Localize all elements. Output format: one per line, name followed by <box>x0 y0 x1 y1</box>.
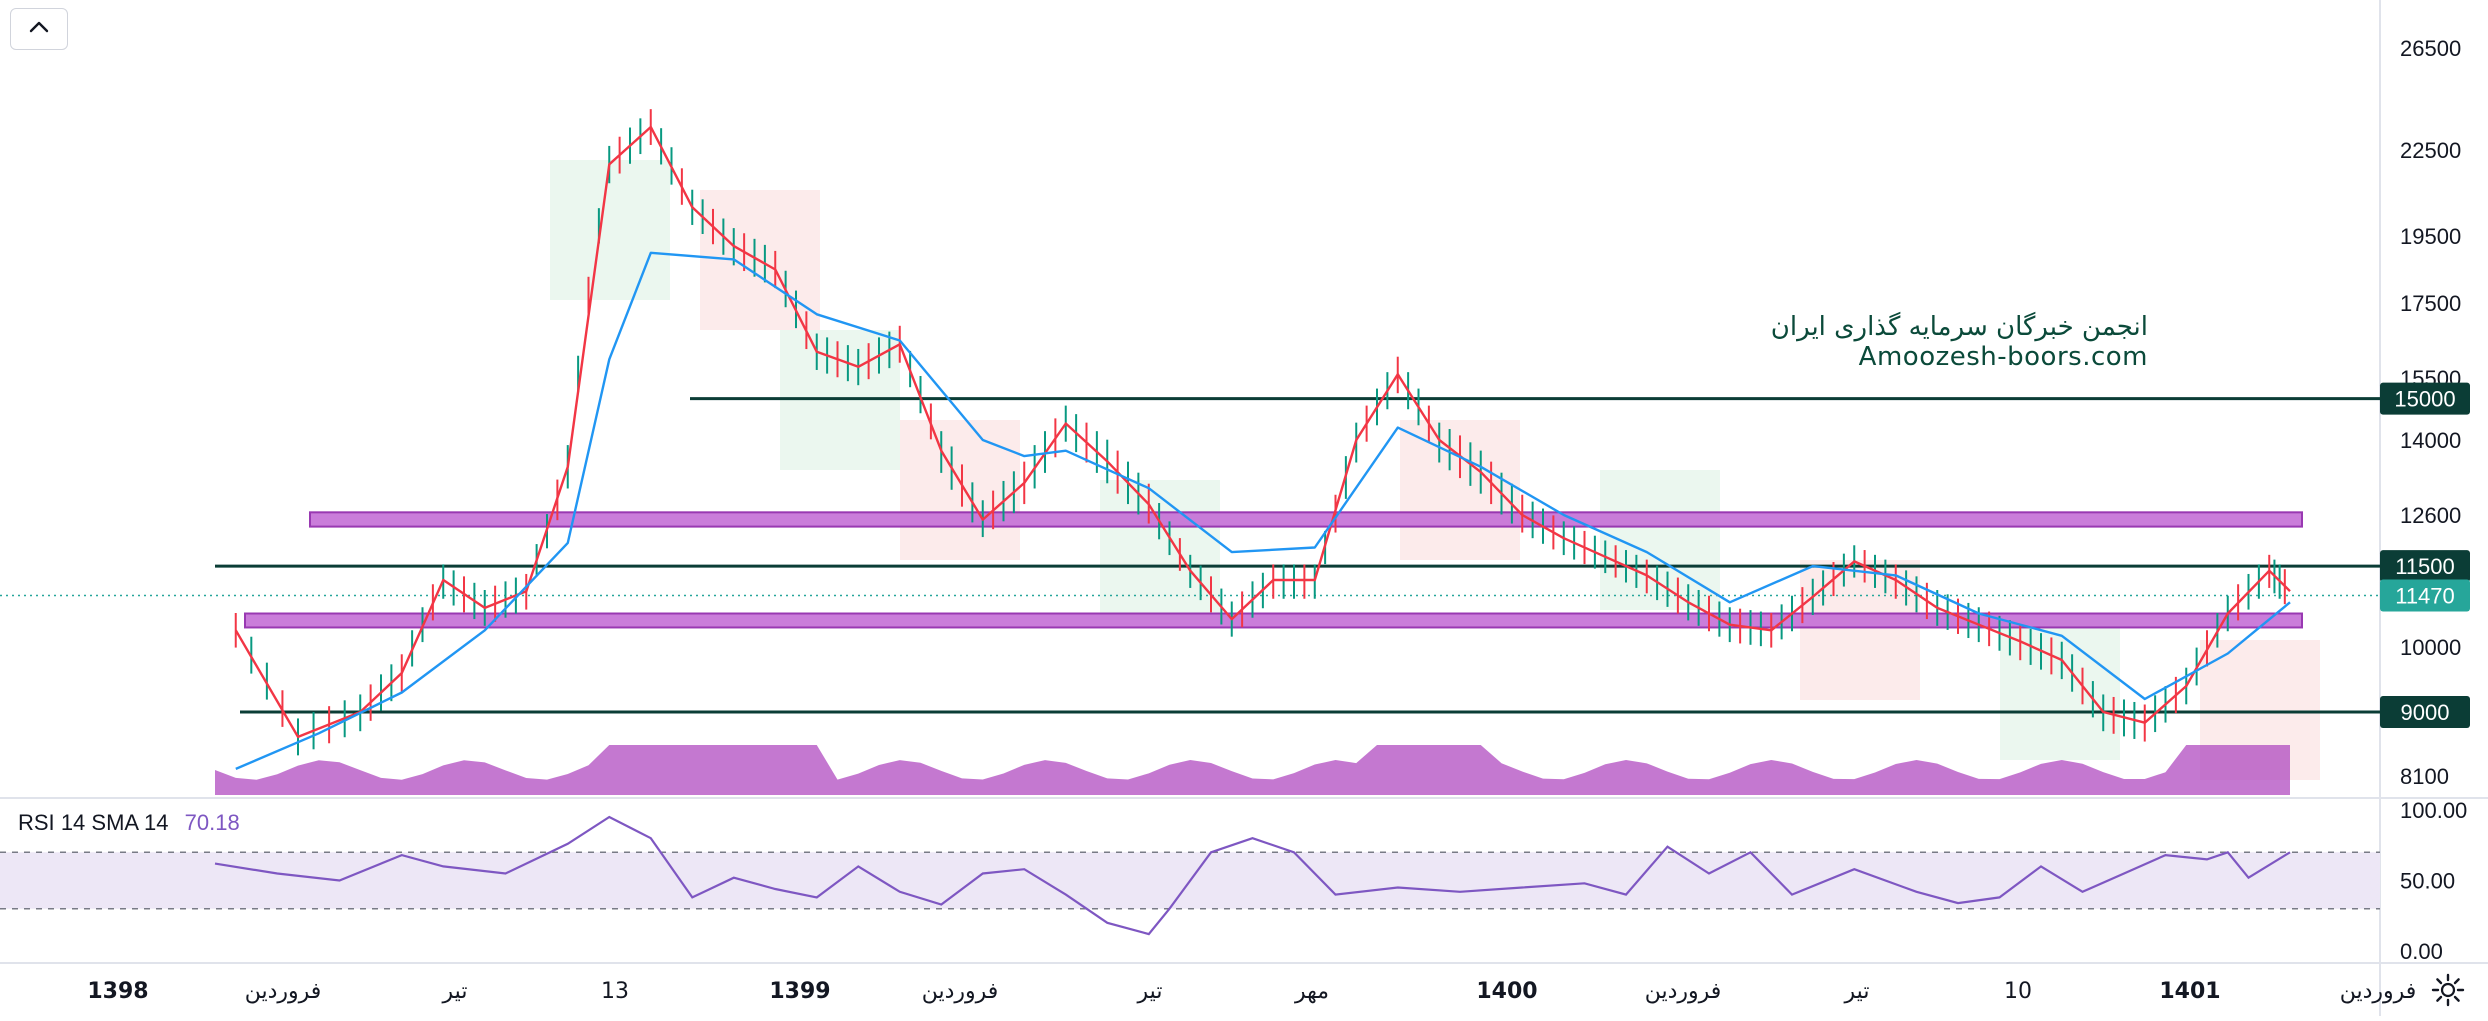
level-label: 11500 <box>2395 554 2455 579</box>
cloud-shading <box>1800 560 1920 700</box>
price-tick-label: 8100 <box>2400 764 2449 789</box>
level-label: 9000 <box>2401 700 2450 725</box>
time-tick-label: 1399 <box>769 979 830 1004</box>
zone-rectangle <box>309 511 2303 528</box>
time-tick-label: تیر <box>1844 979 1870 1004</box>
time-tick-label: 1401 <box>2159 979 2220 1004</box>
time-tick-label: تیر <box>1137 979 1163 1004</box>
current-price-label: 11470 <box>2395 583 2455 608</box>
rsi-tick-label: 0.00 <box>2400 939 2443 964</box>
price-tick-label: 17500 <box>2400 291 2461 316</box>
cloud-shading <box>550 160 670 300</box>
watermark-website: Amoozesh-boors.com <box>1858 342 2148 372</box>
gear-icon <box>2430 973 2466 1012</box>
level-label-box <box>2380 382 2470 415</box>
time-tick-label: 1400 <box>1476 979 1537 1004</box>
rsi-value: 70.18 <box>184 810 240 835</box>
time-tick-label: فروردین <box>2340 979 2417 1004</box>
price-tick-label: 14000 <box>2400 428 2461 453</box>
rsi-tick-label: 50.00 <box>2400 869 2455 894</box>
time-tick-label: 13 <box>601 979 629 1004</box>
level-label-box <box>2380 550 2470 583</box>
time-tick-label: مهر <box>1294 979 1329 1004</box>
time-tick-label: تیر <box>442 979 468 1004</box>
time-tick-label: فروردین <box>1645 979 1722 1004</box>
price-tick-label: 19500 <box>2400 224 2461 249</box>
rsi-legend[interactable]: RSI 14 SMA 14 70.18 <box>18 810 240 836</box>
price-tick-label: 22500 <box>2400 138 2461 163</box>
time-tick-label: فروردین <box>922 979 999 1004</box>
current-price-box <box>2380 579 2470 612</box>
price-line <box>234 125 2291 739</box>
time-tick-label: 1398 <box>87 979 148 1004</box>
settings-button[interactable] <box>2430 972 2466 1008</box>
cloud-shading <box>900 420 1020 560</box>
rsi-tick-label: 100.00 <box>2400 798 2467 823</box>
watermark-title: انجمن خبرگان سرمایه گذاری ایران <box>1770 312 2148 342</box>
volume-histogram <box>215 745 2290 795</box>
chevron-up-icon <box>28 20 50 39</box>
price-tick-label: 10000 <box>2400 635 2461 660</box>
time-tick-label: 10 <box>2004 979 2032 1004</box>
price-tick-label: 26500 <box>2400 36 2461 61</box>
rsi-smoothing-length: 14 <box>144 810 169 835</box>
level-label: 15000 <box>2394 387 2455 412</box>
time-tick-label: فروردین <box>245 979 322 1004</box>
rsi-smoothing: SMA <box>91 810 138 835</box>
rsi-line <box>214 815 2291 936</box>
zone-rectangle <box>244 612 2303 629</box>
collapse-button[interactable] <box>10 8 68 50</box>
level-label-box <box>2380 696 2470 728</box>
cloud-shading <box>1100 480 1220 620</box>
rsi-name: RSI <box>18 810 55 835</box>
moving-average-line <box>235 251 2291 771</box>
rsi-length: 14 <box>60 810 86 835</box>
price-tick-label: 12600 <box>2400 503 2461 528</box>
